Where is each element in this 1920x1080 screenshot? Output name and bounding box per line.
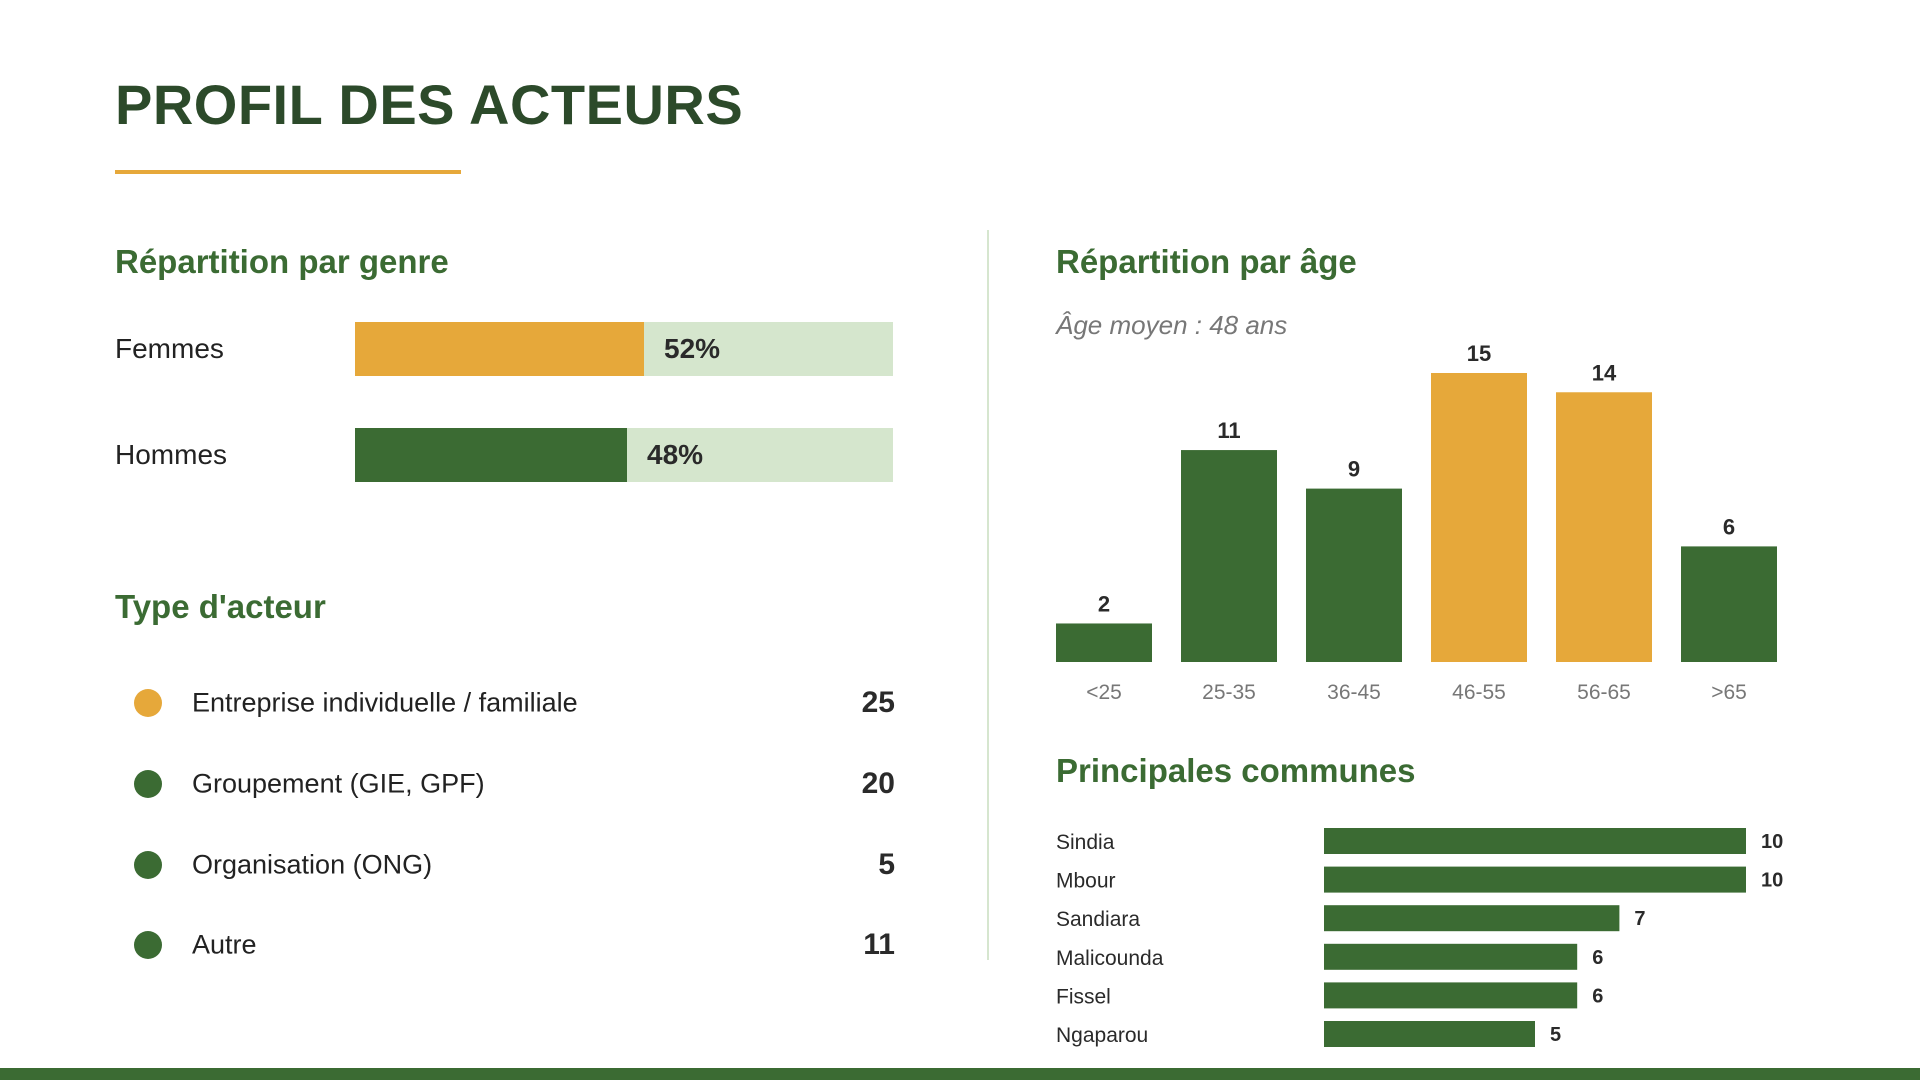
genre-percent: 48% xyxy=(647,439,704,470)
age-tick-label: <25 xyxy=(1086,681,1122,704)
age-bar xyxy=(1556,392,1652,662)
genre-bar-track: 52% xyxy=(355,322,893,376)
genre-percent: 52% xyxy=(664,333,721,364)
genre-label: Hommes xyxy=(115,439,228,470)
age-tick-label: 25-35 xyxy=(1202,681,1256,704)
genre-row-hommes: Hommes 48% xyxy=(115,428,895,482)
genre-section-title: Répartition par genre xyxy=(115,243,449,280)
age-bar-value: 11 xyxy=(1217,418,1240,443)
column-divider xyxy=(987,230,989,960)
age-tick-label: 36-45 xyxy=(1327,681,1381,704)
title-underline xyxy=(115,170,461,174)
age-bar-value: 2 xyxy=(1098,591,1110,616)
commune-label: Sandiara xyxy=(1056,908,1140,931)
age-bar xyxy=(1681,546,1777,662)
type-row: Groupement (GIE, GPF) 20 xyxy=(115,762,895,806)
age-bar-chart: 2 <25 11 25-35 9 36-45 15 46-55 14 56-65 6 >65 xyxy=(1056,341,1777,704)
commune-bar xyxy=(1324,905,1620,932)
age-tick-label: 56-65 xyxy=(1577,681,1631,704)
bullet-dot-icon xyxy=(134,851,162,879)
type-label: Entreprise individuelle / familiale xyxy=(192,687,578,718)
age-bar xyxy=(1431,373,1527,662)
type-label: Groupement (GIE, GPF) xyxy=(192,768,485,799)
genre-row-femmes: Femmes 52% xyxy=(115,322,895,376)
type-count: 20 xyxy=(861,767,895,800)
age-bar-value: 6 xyxy=(1723,514,1735,539)
commune-bar xyxy=(1324,828,1746,854)
communes-bar-chart: Sindia 10 Mbour 10 Sandiara 7 Malicounda 6 Fisse… xyxy=(1056,828,1783,1047)
commune-bar xyxy=(1324,982,1578,1009)
genre-label: Femmes xyxy=(115,333,224,364)
type-row: Organisation (ONG) 5 xyxy=(115,843,895,887)
commune-label: Sindia xyxy=(1056,831,1115,854)
bullet-dot-icon xyxy=(134,689,162,717)
commune-bar-value: 6 xyxy=(1592,985,1603,1007)
commune-bar xyxy=(1324,1021,1535,1047)
age-bar-value: 15 xyxy=(1467,341,1491,366)
age-section-title: Répartition par âge xyxy=(1056,243,1357,280)
commune-label: Malicounda xyxy=(1056,947,1164,970)
genre-bar-track: 48% xyxy=(355,428,893,482)
type-count: 25 xyxy=(861,686,895,719)
commune-label: Mbour xyxy=(1056,870,1116,893)
age-bar-value: 14 xyxy=(1592,360,1617,385)
type-label: Organisation (ONG) xyxy=(192,849,433,880)
age-bar xyxy=(1306,488,1402,662)
type-count: 11 xyxy=(863,928,895,961)
genre-bar-fill xyxy=(355,322,644,376)
genre-bar-fill xyxy=(355,428,627,482)
bullet-dot-icon xyxy=(134,770,162,798)
commune-bar xyxy=(1324,943,1578,970)
commune-bar-value: 10 xyxy=(1761,870,1783,892)
type-row: Autre 11 xyxy=(115,923,895,967)
age-bar xyxy=(1056,623,1152,662)
age-subtitle: Âge moyen : 48 ans xyxy=(1056,310,1288,340)
type-count: 5 xyxy=(878,848,895,881)
type-label: Autre xyxy=(192,929,257,960)
type-section-title: Type d'acteur xyxy=(115,588,326,625)
age-bar-value: 9 xyxy=(1348,457,1360,482)
age-tick-label: >65 xyxy=(1711,681,1747,704)
commune-bar-value: 6 xyxy=(1592,947,1603,969)
commune-bar xyxy=(1324,866,1746,893)
commune-bar-value: 10 xyxy=(1761,831,1783,853)
page-title: PROFIL DES ACTEURS xyxy=(115,73,744,136)
commune-label: Fissel xyxy=(1056,985,1111,1008)
bullet-dot-icon xyxy=(134,931,162,959)
commune-bar-value: 7 xyxy=(1634,908,1645,930)
commune-bar-value: 5 xyxy=(1550,1024,1561,1046)
age-tick-label: 46-55 xyxy=(1452,681,1506,704)
type-row: Entreprise individuelle / familiale 25 xyxy=(115,681,895,725)
footer-bar xyxy=(0,1068,1920,1080)
communes-section-title: Principales communes xyxy=(1056,752,1416,789)
age-bar xyxy=(1181,450,1277,662)
commune-label: Ngaparou xyxy=(1056,1024,1148,1047)
